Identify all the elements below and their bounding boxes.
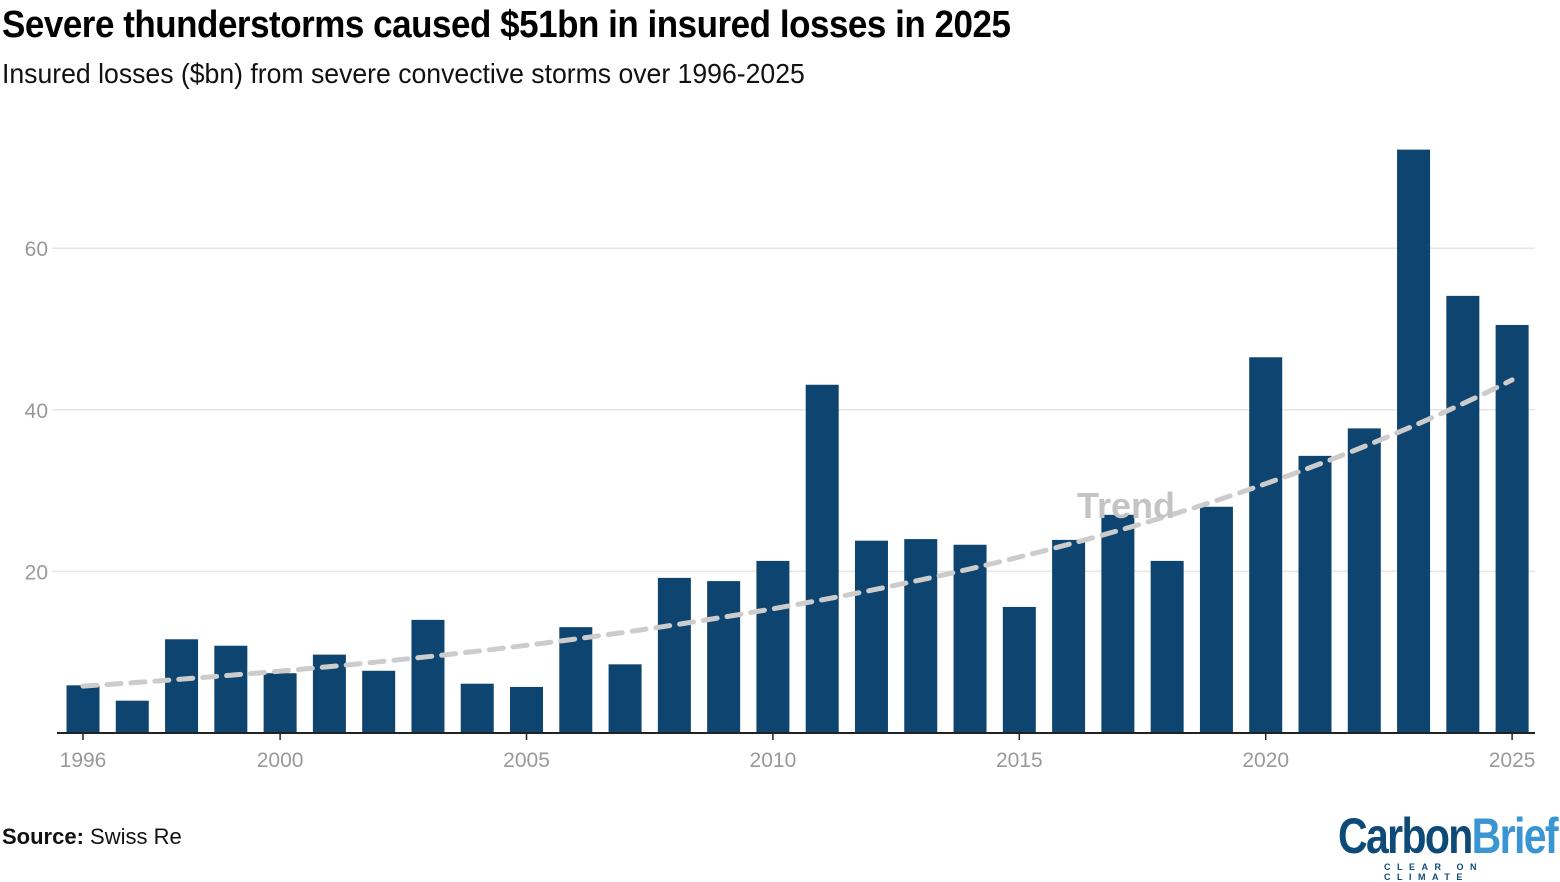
chart-title: Severe thunderstorms caused $51bn in ins… <box>2 4 1011 46</box>
bar-1997 <box>115 700 149 733</box>
bar-1996 <box>66 685 100 733</box>
source-label: Source: <box>2 824 84 849</box>
bar-2007 <box>608 664 642 733</box>
bar-2023 <box>1397 149 1431 733</box>
x-tick-label: 1996 <box>60 749 107 772</box>
bar-2019 <box>1199 506 1233 733</box>
x-tick-label: 2010 <box>750 749 797 772</box>
bar-2017 <box>1101 514 1135 733</box>
x-tick-label: 2005 <box>503 749 550 772</box>
logo-tagline: CLEAR ON CLIMATE <box>1384 862 1483 882</box>
source-note: Source: Swiss Re <box>2 824 182 850</box>
logo-text-secondary: Brief <box>1471 808 1559 864</box>
bar-2020 <box>1249 357 1283 733</box>
bar-2005 <box>510 686 544 733</box>
bar-2003 <box>411 619 445 733</box>
bar-2012 <box>854 540 888 733</box>
carbon-brief-logo: CarbonBrief CLEAR ON CLIMATE <box>1338 808 1560 882</box>
x-tick-label: 2020 <box>1242 749 1289 772</box>
x-tick-label: 2025 <box>1489 749 1536 772</box>
bar-2022 <box>1347 428 1381 733</box>
bar-2011 <box>805 384 839 733</box>
trend-label: Trend <box>1077 485 1175 526</box>
bar-2024 <box>1446 295 1480 733</box>
bar-2016 <box>1052 539 1086 733</box>
bar-1998 <box>165 639 199 733</box>
bar-2015 <box>1002 606 1036 733</box>
bar-2000 <box>263 673 297 733</box>
bar-2013 <box>904 539 938 733</box>
source-value: Swiss Re <box>90 824 182 849</box>
bar-chart: 20 40 60 Trend 1996 2000 2005 2010 2015 2020 2025 <box>25 149 1536 772</box>
bar-2010 <box>756 560 790 733</box>
y-tick-label: 60 <box>25 238 48 261</box>
bar-2004 <box>460 683 494 733</box>
bar-2014 <box>953 544 987 733</box>
trend-line <box>80 377 1515 689</box>
bar-2006 <box>559 627 593 733</box>
y-tick-label: 20 <box>25 561 48 584</box>
bar-1999 <box>214 645 248 733</box>
bar-2009 <box>707 581 741 733</box>
x-tick-label: 2015 <box>996 749 1043 772</box>
y-tick-label: 40 <box>25 400 48 423</box>
logo-text-primary: Carbon <box>1338 808 1473 864</box>
x-tick-label: 2000 <box>257 749 304 772</box>
bar-2025 <box>1495 324 1529 733</box>
bar-2008 <box>657 577 691 733</box>
bar-2021 <box>1298 455 1332 733</box>
bar-2018 <box>1150 560 1184 733</box>
chart-subtitle: Insured losses ($bn) from severe convect… <box>2 58 805 89</box>
bar-2002 <box>362 670 396 733</box>
